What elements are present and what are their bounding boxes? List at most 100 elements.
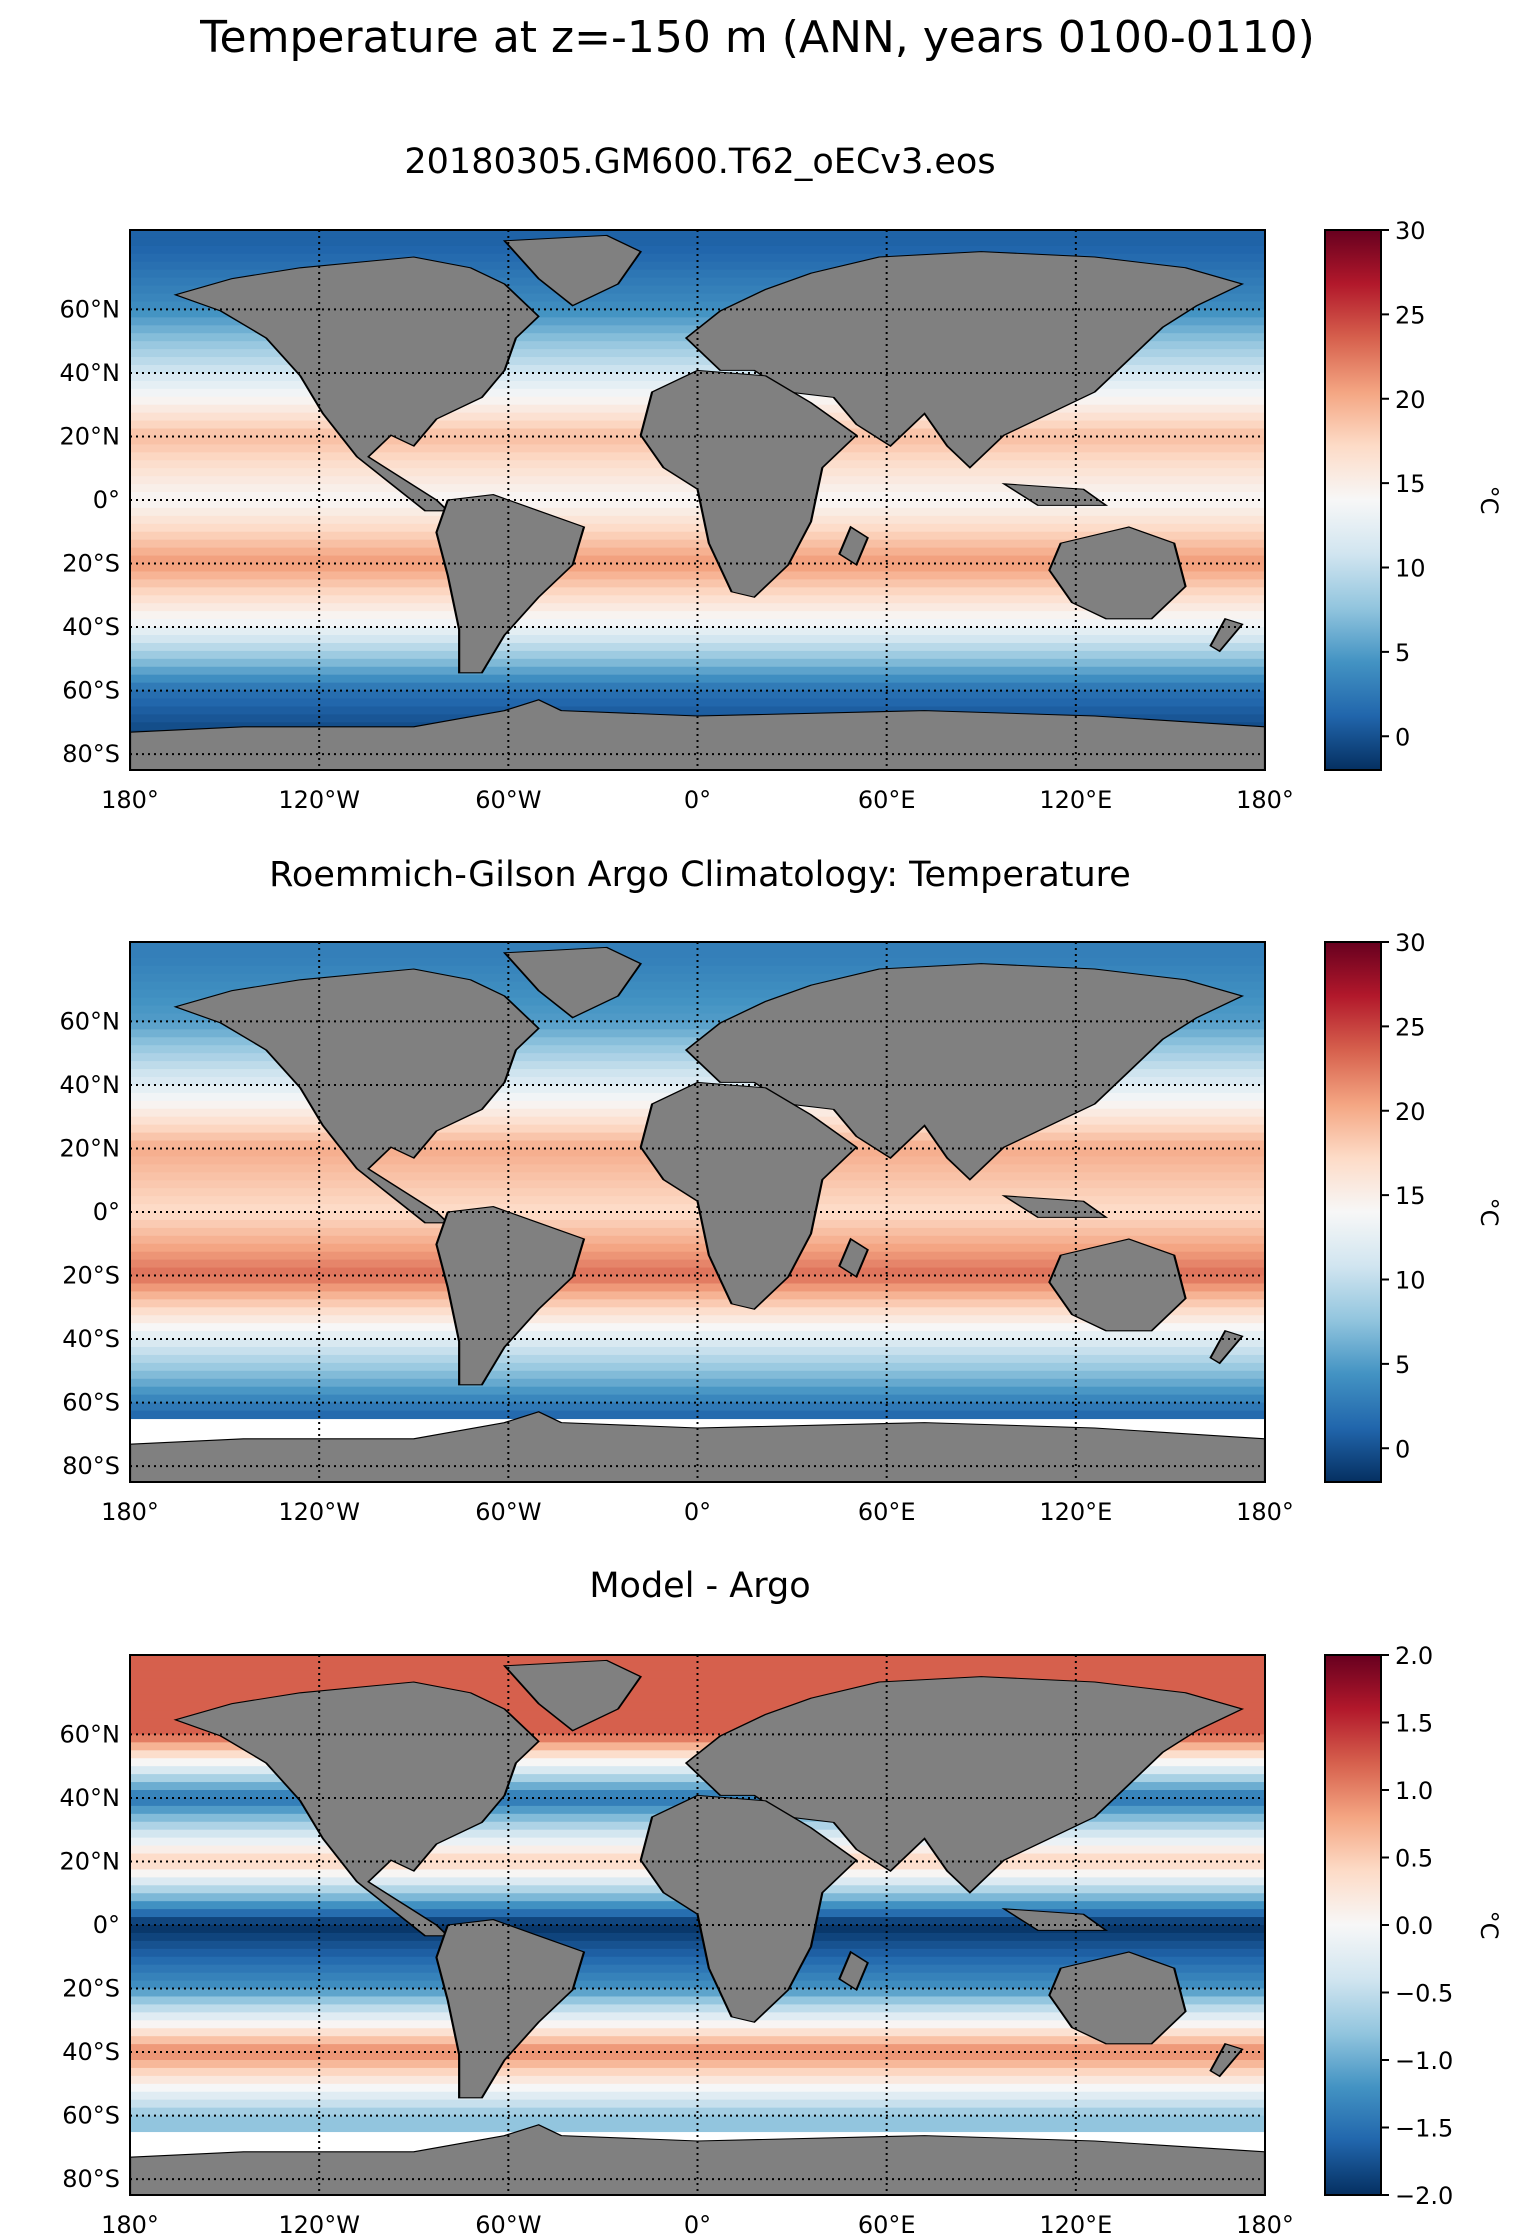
x-tick-label: 60°W — [475, 2211, 541, 2235]
field-band — [130, 2091, 1265, 2101]
field-band — [130, 301, 1265, 311]
colorbar — [1324, 1654, 1382, 2196]
panel-3-title: Model - Argo — [589, 1566, 811, 1606]
field-band — [130, 627, 1265, 636]
y-tick-label: 80°S — [62, 2165, 120, 2193]
map-frame — [129, 1654, 1266, 2196]
colorbar-tick-label: −2.0 — [1395, 2182, 1453, 2210]
field-band — [130, 500, 1265, 509]
colorbar-tick-label: 0.5 — [1395, 1845, 1433, 1873]
field-band — [130, 1227, 1265, 1237]
field-band — [130, 349, 1265, 358]
field-band — [130, 642, 1265, 652]
field-band — [130, 1678, 1265, 1688]
field-band — [130, 1726, 1265, 1736]
map-panel-3 — [130, 1655, 1265, 2195]
map-panel-1 — [130, 230, 1265, 770]
colorbar-label: °C — [1475, 1198, 1503, 1227]
x-tick-label: 120°E — [1039, 786, 1112, 814]
field-band — [130, 1315, 1265, 1324]
field-band — [130, 698, 1265, 708]
field-band — [130, 2004, 1265, 2013]
y-tick-label: 20°S — [62, 1262, 120, 1290]
field-band — [130, 1774, 1265, 1783]
field-band — [130, 555, 1265, 565]
field-band — [130, 277, 1265, 287]
field-band — [130, 523, 1265, 533]
field-band — [130, 2052, 1265, 2061]
field-band — [130, 1307, 1265, 1316]
y-tick-label: 0° — [93, 486, 120, 514]
field-band — [130, 1021, 1265, 1030]
colorbar-tick-label: 25 — [1395, 1013, 1426, 1041]
colorbar-tick-label: 30 — [1395, 929, 1426, 957]
y-tick-label: 40°S — [62, 2038, 120, 2066]
field-band — [130, 579, 1265, 588]
field-band — [130, 1291, 1265, 1300]
field-band — [130, 2115, 1265, 2125]
field-band — [130, 2044, 1265, 2053]
colorbar — [1324, 229, 1382, 771]
field-band — [130, 2028, 1265, 2037]
x-tick-label: 0° — [684, 1498, 711, 1526]
y-tick-label: 80°S — [62, 1452, 120, 1480]
field-band — [130, 245, 1265, 255]
colorbar-tick-label: 15 — [1395, 470, 1426, 498]
y-tick-label: 40°N — [60, 1784, 121, 1812]
map-panel-2 — [130, 942, 1265, 1482]
x-tick-label: 180° — [1236, 1498, 1294, 1526]
y-tick-label: 60°S — [62, 2102, 120, 2130]
colorbar-tick-label: 5 — [1395, 1351, 1410, 1379]
y-tick-label: 60°N — [60, 1007, 121, 1035]
field-band — [130, 1940, 1265, 1950]
field-band — [130, 1235, 1265, 1245]
field-band — [130, 2020, 1265, 2029]
x-tick-label: 60°E — [858, 1498, 916, 1526]
field-band — [130, 2123, 1265, 2133]
figure-suptitle: Temperature at z=-150 m (ANN, years 0100… — [200, 12, 1315, 63]
field-band — [130, 1259, 1265, 1269]
field-band — [130, 1013, 1265, 1023]
field-band — [130, 2067, 1265, 2077]
colorbar-tick-label: 0 — [1395, 1435, 1410, 1463]
field-band — [130, 1362, 1265, 1372]
colorbar-tick-label: 1.5 — [1395, 1710, 1433, 1738]
field-band — [130, 515, 1265, 525]
x-tick-label: 60°E — [858, 786, 916, 814]
map-frame — [129, 229, 1266, 771]
field-band — [130, 965, 1265, 975]
field-band — [130, 1212, 1265, 1221]
x-tick-label: 180° — [101, 786, 159, 814]
field-band — [130, 571, 1265, 581]
colorbar-label: °C — [1475, 1911, 1503, 1940]
field-band — [130, 1670, 1265, 1680]
x-tick-label: 120°E — [1039, 1498, 1112, 1526]
x-tick-label: 60°W — [475, 786, 541, 814]
colorbar-tick-label: 2.0 — [1395, 1642, 1433, 1670]
field-band — [130, 989, 1265, 999]
field-band — [130, 595, 1265, 604]
panels-layer: 180° 120°W 60°W 0° 60°E 120°E 180° 60°N 40°N 20°N… — [60, 217, 1504, 2235]
field-band — [130, 690, 1265, 700]
y-tick-label: 0° — [93, 1198, 120, 1226]
map-frame — [129, 941, 1266, 1483]
field-band — [130, 1702, 1265, 1712]
x-tick-label: 60°E — [858, 2211, 916, 2235]
field-band — [130, 1710, 1265, 1720]
field-band — [130, 1402, 1265, 1412]
x-tick-label: 180° — [101, 1498, 159, 1526]
colorbar-tick-label: 0.0 — [1395, 1912, 1433, 1940]
field-band — [130, 2099, 1265, 2109]
x-tick-label: 120°W — [278, 786, 360, 814]
y-tick-label: 20°N — [60, 422, 121, 450]
colorbar-tick-label: 15 — [1395, 1182, 1426, 1210]
x-tick-label: 120°E — [1039, 2211, 1112, 2235]
field-band — [130, 650, 1265, 660]
field-band — [130, 1948, 1265, 1958]
field-band — [130, 1734, 1265, 1743]
field-band — [130, 619, 1265, 628]
field-band — [130, 1283, 1265, 1293]
field-band — [130, 942, 1265, 951]
colorbar-tick-label: 20 — [1395, 386, 1426, 414]
